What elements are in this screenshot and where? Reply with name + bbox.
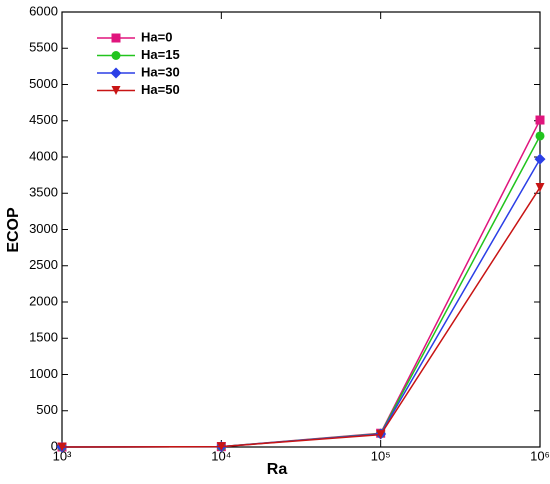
y-tick-label: 4000 <box>29 148 58 163</box>
legend-label: Ha=50 <box>141 82 180 97</box>
y-tick-label: 1000 <box>29 366 58 381</box>
marker <box>216 442 226 452</box>
marker <box>376 430 386 440</box>
y-tick-label: 1500 <box>29 330 58 345</box>
legend-marker <box>111 86 121 95</box>
legend-marker <box>110 67 122 79</box>
marker <box>535 131 545 141</box>
x-tick-label: 10⁶ <box>530 448 550 463</box>
legend-label: Ha=30 <box>141 64 180 79</box>
legend-marker <box>111 51 121 60</box>
marker <box>57 442 67 452</box>
marker <box>534 153 546 165</box>
series-line <box>61 187 541 448</box>
marker <box>535 115 545 125</box>
y-tick-label: 0 <box>51 438 58 453</box>
marker <box>535 182 545 192</box>
series-line <box>61 135 541 448</box>
legend-marker <box>111 33 121 43</box>
x-tick-label: 10⁵ <box>371 448 391 463</box>
y-tick-label: 500 <box>36 402 58 417</box>
y-tick-label: 2000 <box>29 293 58 308</box>
y-tick-label: 2500 <box>29 257 58 272</box>
y-tick-label: 4500 <box>29 112 58 127</box>
y-tick-label: 3500 <box>29 185 58 200</box>
x-tick-label: 10³ <box>53 448 72 463</box>
y-tick-label: 5500 <box>29 40 58 55</box>
plot-frame <box>61 11 541 448</box>
x-axis-title: Ra <box>267 461 288 478</box>
y-tick-label: 6000 <box>29 3 58 18</box>
y-axis-title: ECOP <box>5 207 22 253</box>
legend-label: Ha=15 <box>141 47 180 62</box>
series-line <box>61 158 541 448</box>
y-tick-label: 5000 <box>29 76 58 91</box>
x-tick-label: 10⁴ <box>211 448 231 463</box>
legend-label: Ha=0 <box>141 29 172 44</box>
y-tick-label: 3000 <box>29 221 58 236</box>
